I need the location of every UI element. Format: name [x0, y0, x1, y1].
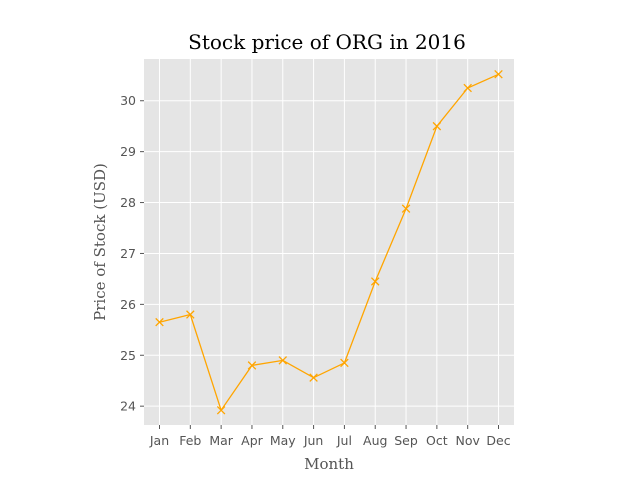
data-point [370, 277, 380, 286]
axis-ticks: 24 25 26 27 28 29 30 Jan Feb Mar Apr May Jun Jul Aug Se… [120, 93, 511, 448]
x-tick-label: Feb [179, 433, 201, 448]
x-tick-label: Sep [394, 433, 418, 448]
y-tick-label: 27 [120, 246, 136, 261]
x-tick-label: Aug [363, 433, 387, 448]
y-tick-label: 29 [120, 144, 136, 159]
data-point-stroke [278, 356, 288, 365]
data-point-stroke [155, 317, 164, 327]
data-point-stroke [463, 83, 472, 93]
data-point [340, 358, 349, 368]
y-axis-label: Price of Stock (USD) [91, 163, 109, 321]
data-point [155, 317, 164, 327]
data-point [247, 361, 257, 370]
data-point-stroke [186, 310, 195, 319]
grid [144, 59, 514, 425]
x-tick-label: May [270, 433, 296, 448]
y-tick-label: 28 [120, 195, 136, 210]
x-tick-label: Jun [303, 433, 324, 448]
series [155, 70, 503, 415]
data-point [432, 121, 442, 131]
data-point-stroke [494, 70, 503, 79]
data-point-stroke [432, 121, 442, 131]
series-line [159, 73, 499, 412]
y-tick-label: 24 [120, 399, 136, 414]
data-point [494, 70, 503, 79]
x-tick-label: Dec [486, 433, 510, 448]
data-point-stroke [370, 277, 380, 286]
data-point [401, 204, 411, 213]
data-point [186, 310, 195, 319]
data-point-stroke [340, 358, 349, 368]
y-tick-label: 25 [120, 348, 136, 363]
x-tick-label: Jul [336, 433, 352, 448]
x-tick-label: Jan [149, 433, 169, 448]
x-tick-label: Nov [455, 433, 480, 448]
x-axis-label: Month [304, 455, 354, 473]
x-tick-label: Mar [209, 433, 233, 448]
data-point [278, 356, 288, 365]
y-tick-label: 26 [120, 297, 136, 312]
data-point-stroke [216, 405, 226, 415]
data-point [216, 405, 226, 415]
data-point-stroke [309, 373, 318, 382]
data-point-stroke [401, 204, 411, 213]
x-tick-label: Oct [426, 433, 448, 448]
data-point [463, 83, 472, 93]
x-tick-label: Apr [241, 433, 263, 448]
data-point [309, 373, 318, 382]
data-point-stroke [247, 361, 257, 370]
y-tick-label: 30 [120, 93, 136, 108]
chart-title: Stock price of ORG in 2016 [188, 30, 466, 54]
